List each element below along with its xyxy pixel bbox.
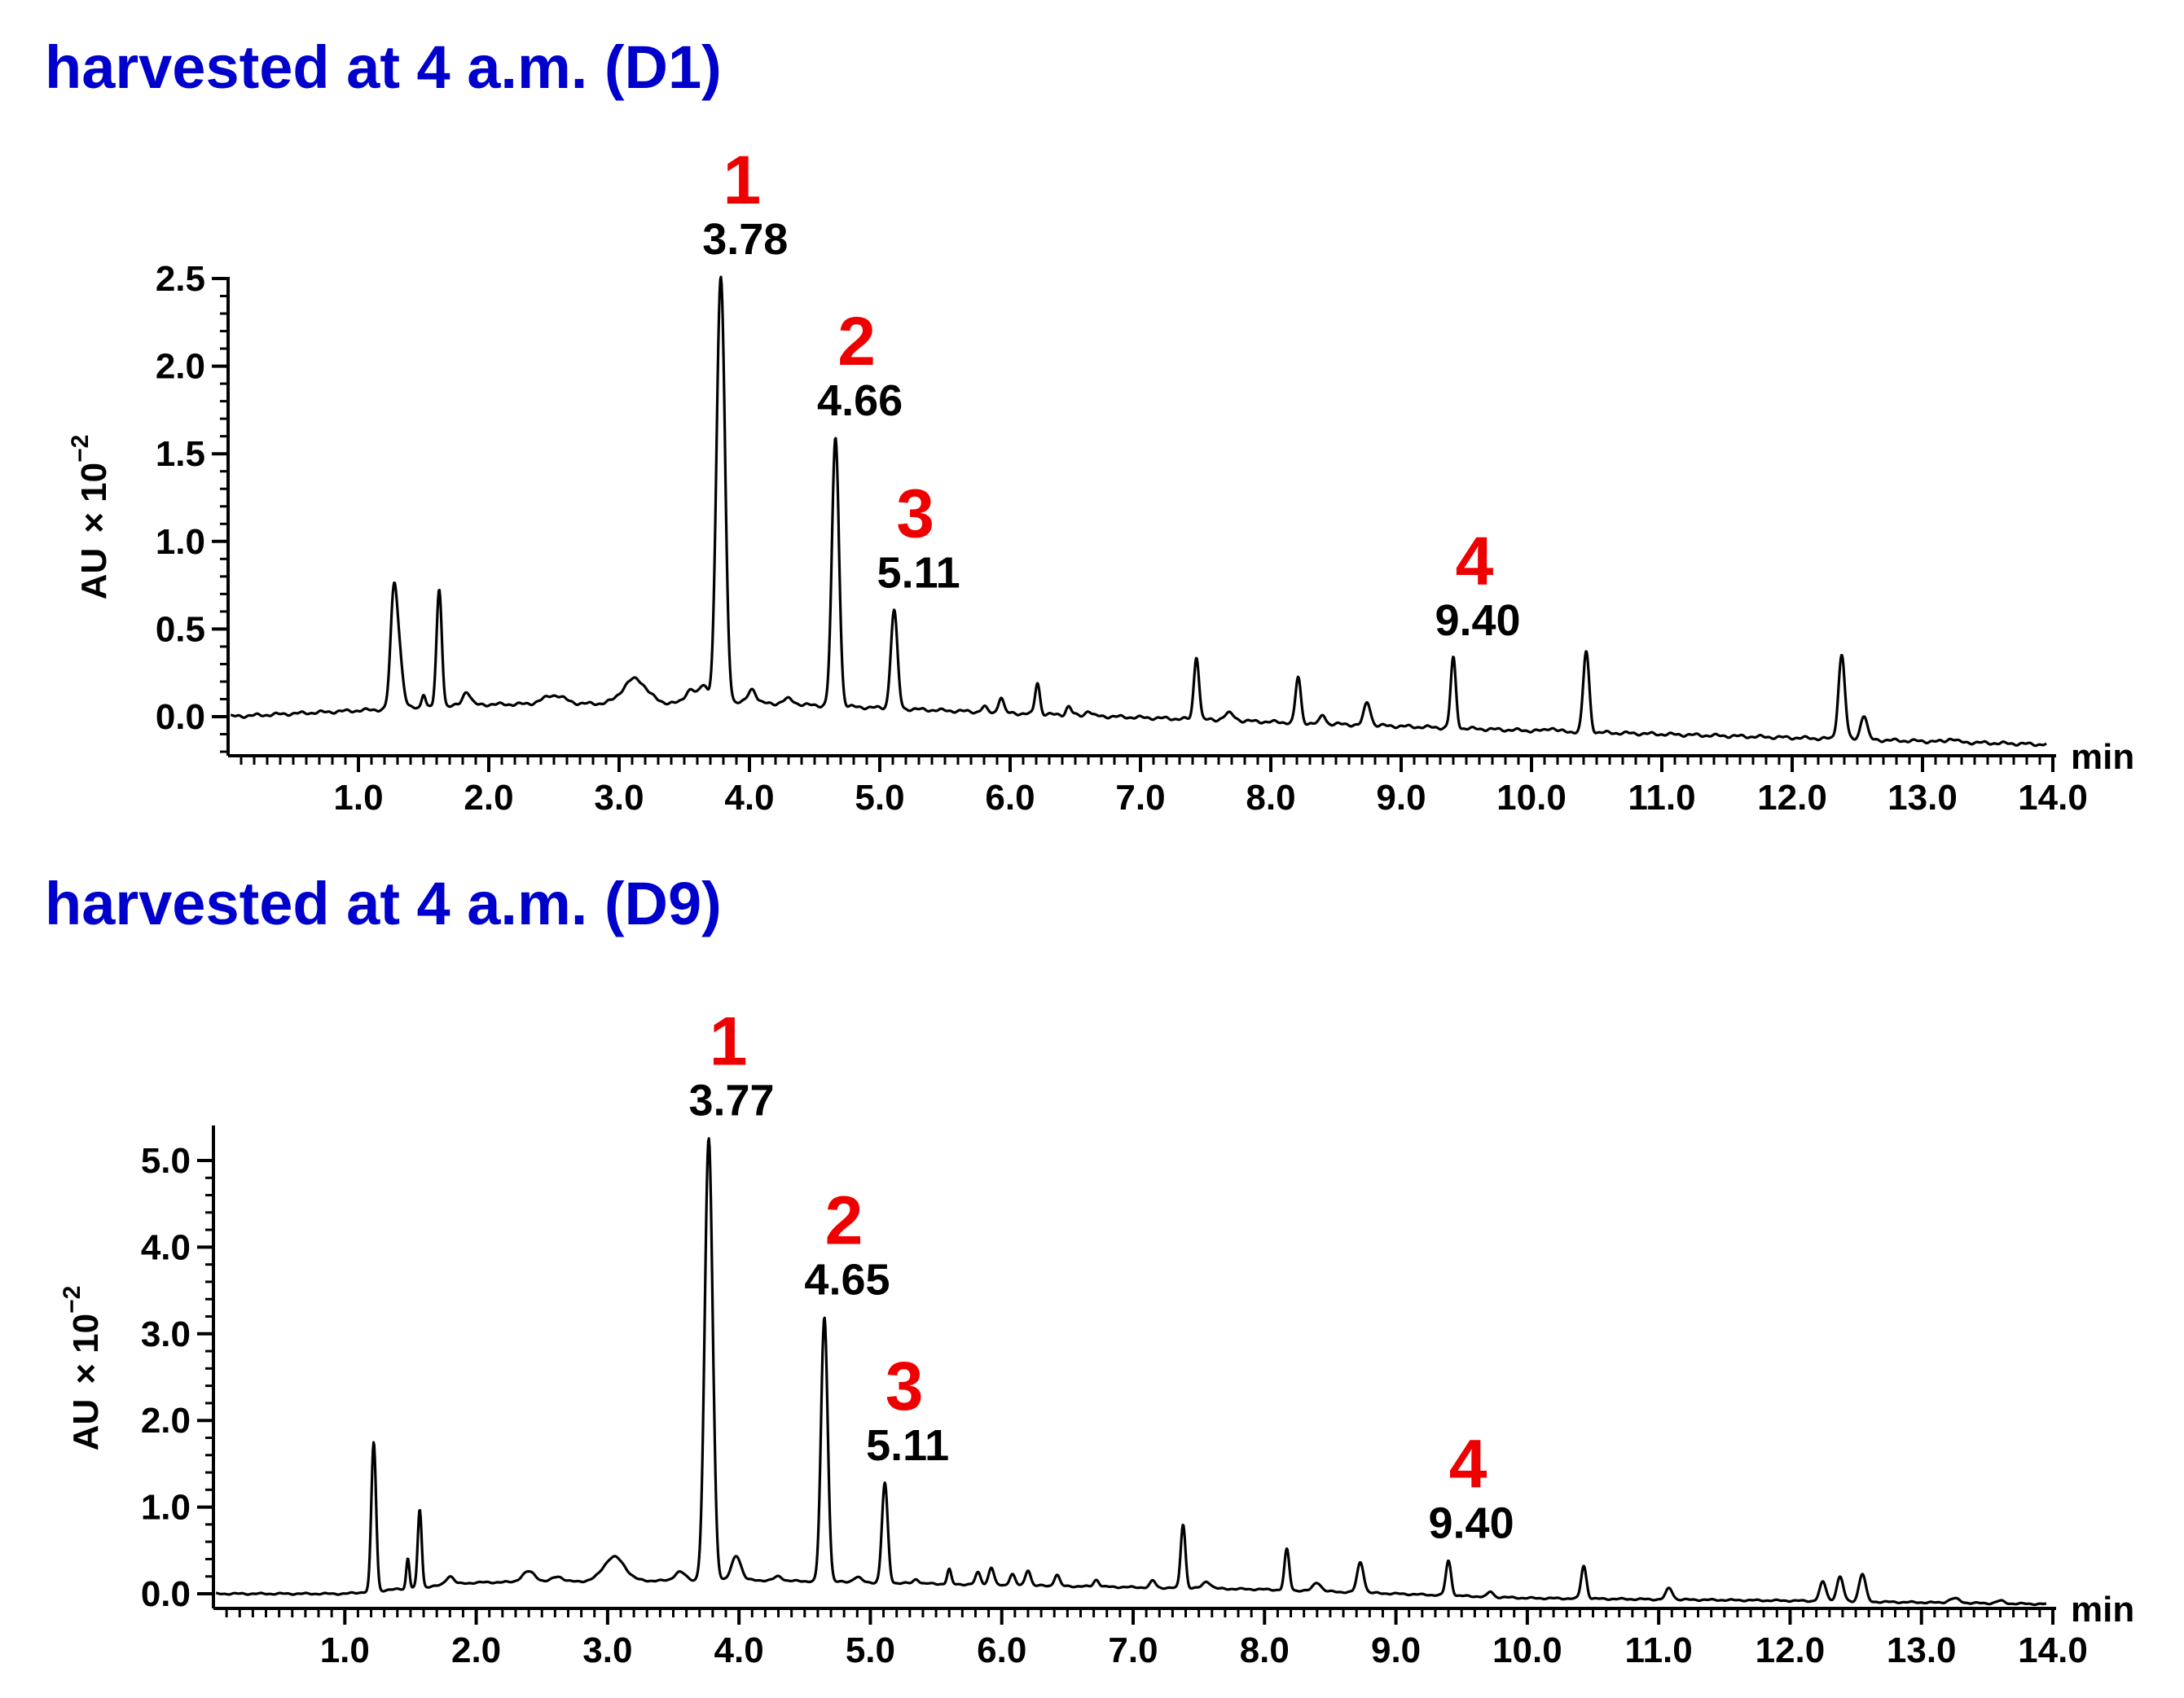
x-tick-label: 7.0 — [1115, 778, 1165, 818]
y-tick-label: 1.0 — [156, 522, 205, 562]
chart-title: harvested at 4 a.m. (D9) — [45, 870, 722, 937]
y-tick-label: 2.0 — [156, 347, 205, 387]
y-tick-label: 0.0 — [141, 1574, 191, 1614]
chart-panel-1: harvested at 4 a.m. (D1) 0.0 0.5 1.0 1.5 2.0 2… — [45, 33, 2134, 818]
x-tick-label: 10.0 — [1492, 1630, 1562, 1670]
peak-retention-time-label: 4.65 — [804, 1256, 890, 1305]
x-tick-label: 8.0 — [1246, 778, 1295, 818]
peak-retention-time-label: 9.40 — [1435, 596, 1520, 645]
x-tick-label: 10.0 — [1496, 778, 1567, 818]
x-tick-label: 11.0 — [1625, 1630, 1693, 1670]
x-axis-unit-label: min — [2071, 1590, 2134, 1630]
y-tick-label: 0.5 — [156, 609, 205, 649]
x-tick-label: 6.0 — [977, 1630, 1026, 1670]
x-tick-label: 12.0 — [1756, 1630, 1826, 1670]
peak-retention-time-label: 3.77 — [688, 1077, 774, 1125]
y-axis-label: AU × 10−2 — [59, 1286, 106, 1451]
peak-retention-time-label: 4.66 — [817, 376, 903, 425]
x-tick-label: 13.0 — [1887, 778, 1958, 818]
x-tick-label: 4.0 — [724, 778, 774, 818]
peak-retention-time-label: 3.78 — [702, 215, 788, 264]
x-tick-label: 6.0 — [985, 778, 1035, 818]
y-tick-label: 1.0 — [141, 1488, 191, 1528]
x-tick-label: 9.0 — [1371, 1630, 1421, 1670]
x-tick-label: 12.0 — [1757, 778, 1827, 818]
x-tick-label: 14.0 — [2018, 778, 2088, 818]
x-tick-label: 8.0 — [1240, 1630, 1290, 1670]
y-axis-label-exponent: −2 — [59, 1286, 86, 1314]
x-tick-label: 1.0 — [333, 778, 383, 818]
x-tick-label: 4.0 — [714, 1630, 764, 1670]
x-tick-label: 13.0 — [1887, 1630, 1957, 1670]
peak-number-label: 2 — [825, 1182, 863, 1259]
peak-retention-time-label: 9.40 — [1429, 1499, 1514, 1548]
peak-number-label: 3 — [885, 1348, 924, 1424]
peak-number-label: 4 — [1449, 1426, 1487, 1503]
x-tick-label: 2.0 — [464, 778, 513, 818]
peak-retention-time-label: 5.11 — [877, 548, 960, 597]
x-tick-label: 5.0 — [855, 778, 904, 818]
x-tick-label: 3.0 — [594, 778, 644, 818]
y-axis-label: AU × 10−2 — [67, 435, 114, 600]
y-tick-label: 1.5 — [156, 434, 205, 474]
x-tick-label: 11.0 — [1628, 778, 1695, 818]
y-axis-label-multiplier: × 10 — [66, 1314, 106, 1384]
y-axis-label-exponent: −2 — [67, 435, 94, 463]
peak-number-label: 2 — [837, 303, 876, 380]
y-axis-label-unit: AU — [74, 548, 114, 600]
x-tick-label: 3.0 — [582, 1630, 632, 1670]
peak-retention-time-label: 5.11 — [866, 1421, 949, 1470]
x-axis-unit-label: min — [2071, 737, 2134, 777]
x-tick-label: 1.0 — [320, 1630, 370, 1670]
chromatogram-trace — [230, 275, 2047, 748]
x-tick-label: 14.0 — [2018, 1630, 2088, 1670]
y-tick-label: 2.0 — [141, 1401, 191, 1441]
y-tick-label: 4.0 — [141, 1227, 191, 1267]
x-tick-label: 5.0 — [846, 1630, 895, 1670]
peak-number-label: 4 — [1456, 523, 1494, 599]
y-axis-label-unit: AU — [66, 1399, 106, 1451]
x-tick-label: 2.0 — [451, 1630, 501, 1670]
chart-title: harvested at 4 a.m. (D1) — [45, 33, 722, 101]
peak-number-label: 1 — [710, 1003, 748, 1080]
x-tick-label: 7.0 — [1108, 1630, 1158, 1670]
chromatogram-trace — [215, 1137, 2047, 1607]
y-tick-label: 5.0 — [141, 1141, 191, 1181]
y-axis-label-multiplier: × 10 — [74, 463, 114, 533]
y-tick-label: 0.0 — [156, 697, 205, 737]
y-tick-label: 3.0 — [141, 1314, 191, 1354]
y-tick-label: 2.5 — [156, 259, 205, 299]
x-tick-label: 9.0 — [1376, 778, 1426, 818]
peak-number-label: 1 — [723, 142, 761, 218]
chart-panel-2: harvested at 4 a.m. (D9) 0.0 1.0 2.0 3.0 4.0 5… — [45, 870, 2134, 1670]
peak-number-label: 3 — [896, 475, 934, 551]
